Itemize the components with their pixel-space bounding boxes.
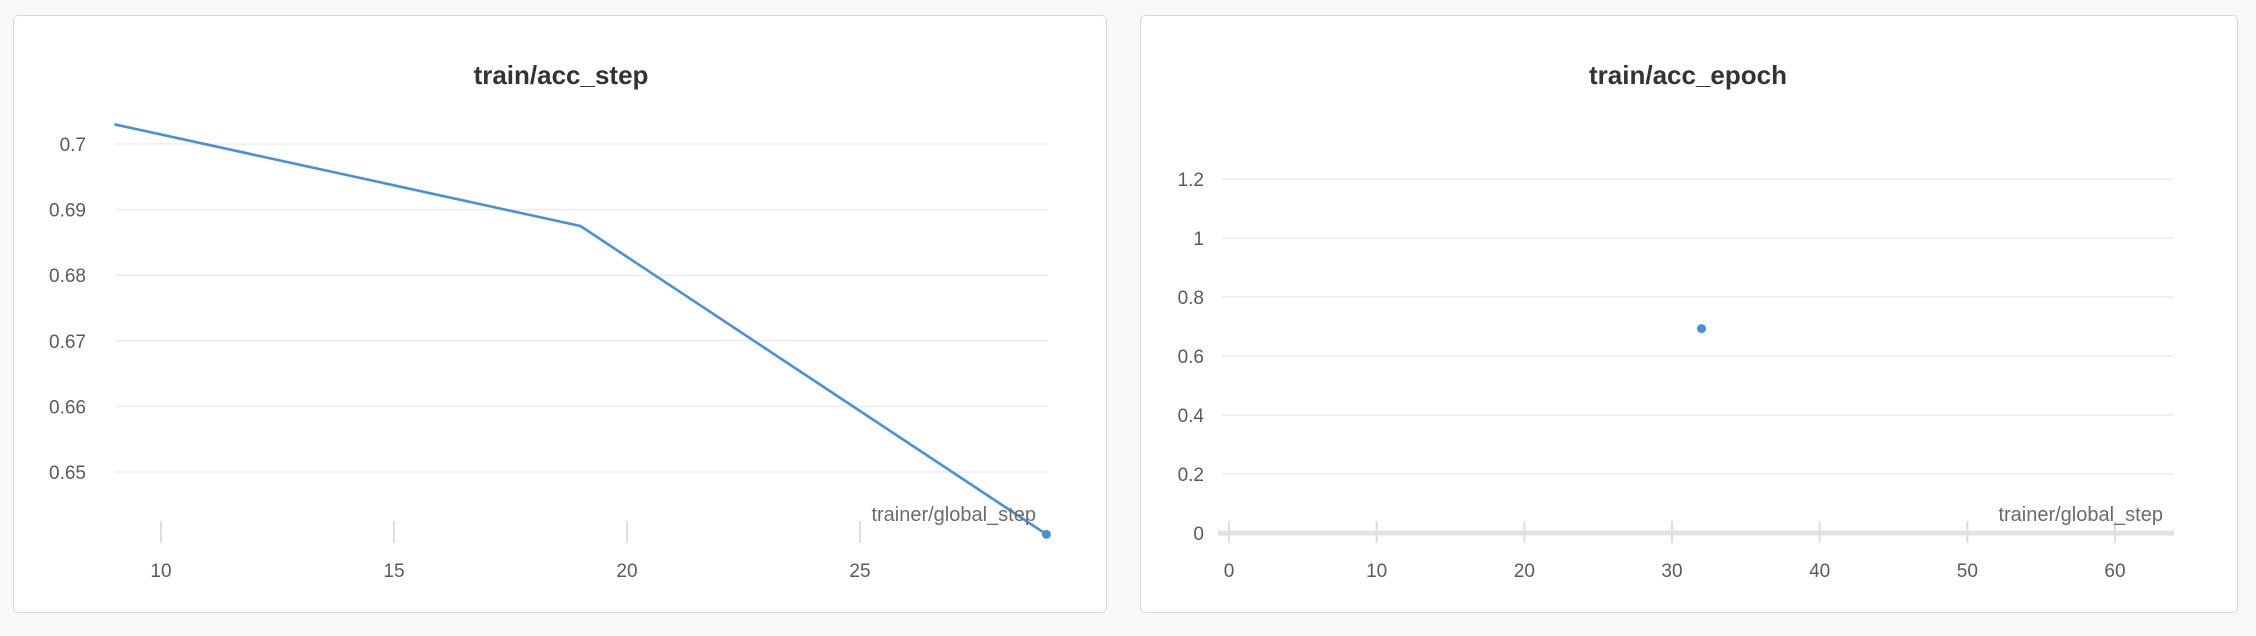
y-tick-label: 0.6	[1178, 347, 1204, 368]
y-tick-label: 0	[1193, 524, 1204, 545]
chart-acc-epoch: 0 0.2 0.4 0.6 0.8 1 1.2 0 10 20 30 40 50 60 train/acc…	[1178, 60, 2174, 582]
y-tick-label: 0.7	[60, 135, 86, 156]
y-tick-label: 0.4	[1178, 406, 1205, 427]
x-tick-label: 10	[1366, 561, 1387, 582]
data-point	[1041, 529, 1051, 539]
x-tick-label: 60	[2104, 561, 2125, 582]
chart-panel-acc-step: 0.65 0.66 0.67 0.68 0.69 0.7 10 15 20 25 train/ac…	[13, 15, 1107, 613]
x-tick-label: 15	[383, 561, 404, 582]
y-tick-label: 0.69	[49, 201, 86, 222]
data-point	[1697, 324, 1707, 334]
x-tick-label: 30	[1661, 561, 1682, 582]
y-tick-label: 0.8	[1178, 288, 1204, 309]
chart-panel-acc-epoch: 0 0.2 0.4 0.6 0.8 1 1.2 0 10 20 30 40 50 60 train/acc…	[1140, 15, 2238, 613]
x-tick-label: 0	[1224, 561, 1235, 582]
plot-area: 0 0.2 0.4 0.6 0.8 1 1.2 0 10 20 30 40 50 60	[1178, 170, 2174, 582]
chart-acc-step: 0.65 0.66 0.67 0.68 0.69 0.7 10 15 20 25 train/ac…	[49, 60, 1051, 582]
y-tick-label: 0.65	[49, 463, 86, 484]
y-tick-label: 0.2	[1178, 465, 1204, 486]
y-tick-label: 0.68	[49, 266, 86, 287]
chart-title: train/acc_step	[474, 60, 649, 90]
x-tick-label: 50	[1957, 561, 1978, 582]
x-tick-label: 20	[1514, 561, 1535, 582]
y-tick-label: 1	[1193, 229, 1204, 250]
chart-title: train/acc_epoch	[1589, 60, 1787, 90]
x-axis-label: trainer/global_step	[871, 504, 1036, 526]
x-tick-label: 10	[150, 561, 171, 582]
plot-area: 0.65 0.66 0.67 0.68 0.69 0.7 10 15 20 25	[49, 123, 1051, 582]
series-line	[114, 123, 1048, 536]
x-tick-label: 40	[1809, 561, 1830, 582]
y-tick-label: 0.67	[49, 332, 86, 353]
y-tick-label: 1.2	[1178, 170, 1204, 191]
x-tick-label: 20	[616, 561, 637, 582]
y-tick-label: 0.66	[49, 397, 86, 418]
x-axis-label: trainer/global_step	[1998, 504, 2163, 526]
x-tick-label: 25	[849, 561, 870, 582]
